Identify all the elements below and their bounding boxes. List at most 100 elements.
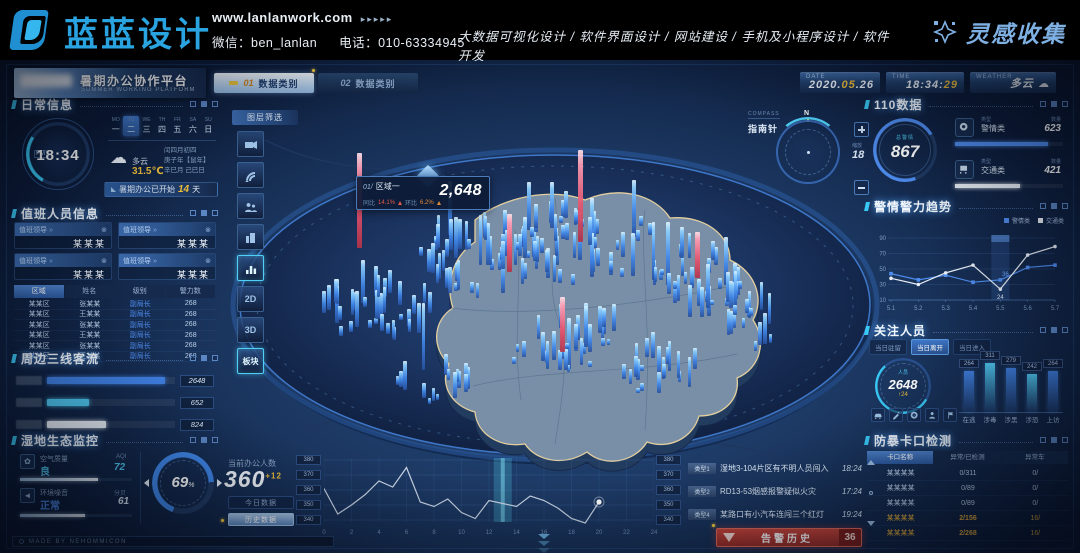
column-header[interactable]: 警力数 <box>165 285 215 298</box>
bar <box>1027 374 1037 412</box>
panel-restore-icon[interactable] <box>1051 437 1057 443</box>
panel-restore-icon[interactable] <box>201 355 207 361</box>
scroll-thumb[interactable] <box>869 491 873 495</box>
layer-button-2D[interactable]: 2D <box>237 286 264 312</box>
focus-unit: 人员 <box>897 370 908 376</box>
layer-button-板块[interactable]: 板块 <box>237 348 264 374</box>
checkpoint-table: 卡口名称 异常/已检测 异常车 某某某某 0/311 0/某某某某 0/89 0/某某某某 0/… <box>867 450 1069 541</box>
panel-expand-icon[interactable] <box>212 101 218 107</box>
checkpoint-name: 某某某某 <box>886 515 915 522</box>
zoom-out-button[interactable] <box>854 180 869 195</box>
panel-expand-icon[interactable] <box>212 210 218 216</box>
inspiration-collect[interactable]: 灵感收集 <box>932 15 1066 49</box>
svg-text:5.4: 5.4 <box>969 306 978 312</box>
layer-toolbar: 2D 3D 板块 <box>237 131 265 379</box>
column-header[interactable]: 异常车 <box>1001 451 1068 464</box>
column-header[interactable]: 区域 <box>14 285 64 298</box>
duty-name: 某某某 <box>72 239 106 249</box>
panel-minimize-icon[interactable] <box>1040 327 1046 333</box>
column-header[interactable]: 异常/已检测 <box>934 451 1001 464</box>
aqi-unit: AQI <box>116 454 127 460</box>
data110-panel: 110数据 总警情 867 类型 警情类 数量 623 类型 交通类 数量 421 <box>864 96 1068 198</box>
alarm-type-item: 类型 交通类 数量 421 <box>955 156 1063 198</box>
collect-label: 灵感收集 <box>966 21 1066 47</box>
panel-minimize-icon[interactable] <box>1040 101 1046 107</box>
focus-tab[interactable]: 当日离开 <box>911 339 949 355</box>
target-icon[interactable] <box>907 408 921 422</box>
panel-expand-icon[interactable] <box>212 437 218 443</box>
card-close-icon[interactable] <box>101 226 107 234</box>
compass-ring[interactable] <box>773 117 843 187</box>
alarm-type-item: 类型 警情类 数量 623 <box>955 114 1063 156</box>
panel-restore-icon[interactable] <box>201 210 207 216</box>
layer-button-building[interactable] <box>237 224 264 250</box>
tab-data-category-01[interactable]: 01 数据类别 <box>214 69 315 93</box>
office-button-history[interactable]: 历史数据 <box>221 513 294 526</box>
panel-minimize-icon[interactable] <box>1040 437 1046 443</box>
scroll-up-icon[interactable] <box>867 460 875 465</box>
syringe-icon[interactable] <box>889 408 903 422</box>
camera-icon <box>245 140 257 149</box>
card-close-icon[interactable] <box>205 226 211 234</box>
column-header[interactable]: 姓名 <box>64 285 114 298</box>
panel-restore-icon[interactable] <box>201 437 207 443</box>
flag-icon[interactable] <box>943 408 957 422</box>
panel-minimize-icon[interactable] <box>190 101 196 107</box>
column-header[interactable]: 卡口名称 <box>867 451 934 464</box>
focus-value: 2648 <box>888 377 918 392</box>
person-icon[interactable] <box>925 408 939 422</box>
panel-minimize-icon[interactable] <box>1040 203 1046 209</box>
panel-minimize-icon[interactable] <box>190 437 196 443</box>
card-close-icon[interactable] <box>101 257 107 265</box>
table-cell: 副局长 <box>129 300 151 308</box>
vehicle-icon[interactable] <box>871 408 885 422</box>
bar-label: 涉恐 <box>1025 417 1039 424</box>
flow-fill <box>47 421 106 428</box>
badge-icon <box>959 122 968 131</box>
panel-expand-icon[interactable] <box>1062 101 1068 107</box>
table-header: 卡口名称 异常/已检测 异常车 <box>867 450 1069 465</box>
panel-restore-icon[interactable] <box>201 101 207 107</box>
layer-button-3D[interactable]: 3D <box>237 317 264 343</box>
panel-expand-icon[interactable] <box>1062 437 1068 443</box>
banner-dot <box>712 524 715 527</box>
gauge-right-arrow[interactable] <box>217 479 222 487</box>
alert-row[interactable]: 类型1 湿地3-104片区有不明人员闯入 18:24 <box>688 458 862 478</box>
y-axis-label: 360 <box>656 485 681 495</box>
alert-text: 某路口有小汽车连闯三个红灯 <box>720 509 824 519</box>
website-link[interactable]: www.lanlanwork.com <box>212 10 353 25</box>
alert-row[interactable]: 类型2 RD13-53烟感报警疑似火灾 17:24 <box>688 481 862 501</box>
alert-history-button[interactable]: 告警历史 36 <box>716 528 862 547</box>
panel-restore-icon[interactable] <box>1051 203 1057 209</box>
divider <box>140 452 141 524</box>
scroll-down-icon[interactable] <box>867 521 875 526</box>
checkpoint-name: 某某某某 <box>886 530 915 537</box>
column-header[interactable]: 级别 <box>115 285 165 298</box>
gauge-left-arrow[interactable] <box>144 479 149 487</box>
table-cell: 268 <box>184 331 197 339</box>
alert-history-label: 告警历史 <box>761 534 813 545</box>
panel-minimize-icon[interactable] <box>190 210 196 216</box>
panel-restore-icon[interactable] <box>1051 327 1057 333</box>
layer-button-signal[interactable] <box>237 162 264 188</box>
layer-button-bar-chart[interactable] <box>237 255 264 281</box>
air-progress-track <box>20 478 132 481</box>
focus-tab[interactable]: 当日驻留 <box>869 339 907 355</box>
checked-count: 2/156 <box>959 514 977 522</box>
card-close-icon[interactable] <box>205 257 211 265</box>
panel-expand-icon[interactable] <box>1062 203 1068 209</box>
checked-count: 2/268 <box>959 529 977 537</box>
layer-button-people[interactable] <box>237 193 264 219</box>
credit-text: MADE BY NEHOMMICON <box>29 538 127 545</box>
tab-data-category-02[interactable]: 02 数据类别 <box>318 73 418 93</box>
panel-restore-icon[interactable] <box>1051 101 1057 107</box>
alert-history-count: 36 <box>839 529 861 546</box>
office-button-today[interactable]: 今日数据 <box>228 496 294 509</box>
noise-progress-fill <box>20 514 85 517</box>
layer-button-camera[interactable] <box>237 131 264 157</box>
panel-expand-icon[interactable] <box>212 355 218 361</box>
zoom-in-button[interactable] <box>854 122 869 137</box>
alert-row[interactable]: 类型4 某路口有小汽车连闯三个红灯 19:24 <box>688 504 862 524</box>
panel-expand-icon[interactable] <box>1062 327 1068 333</box>
panel-minimize-icon[interactable] <box>190 355 196 361</box>
